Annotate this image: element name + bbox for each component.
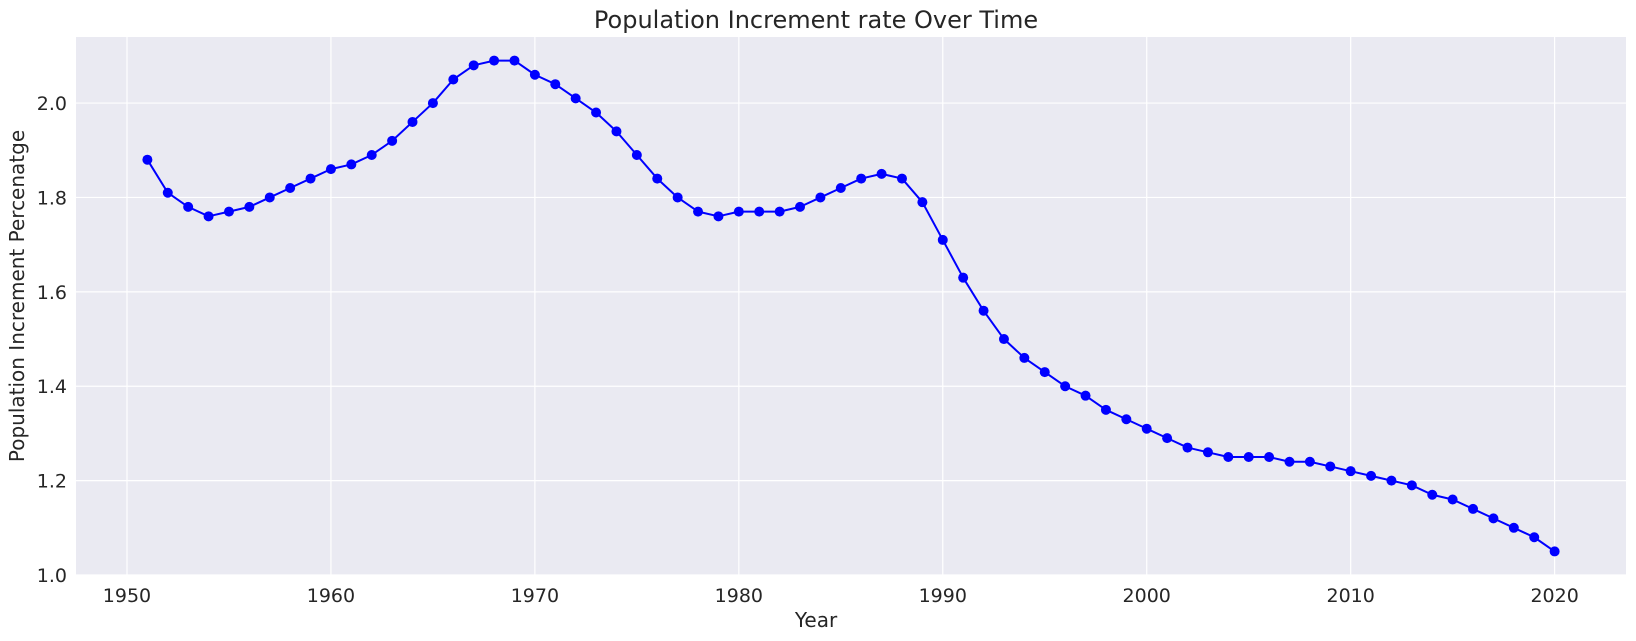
data-point [1141,423,1152,434]
data-point [1529,532,1540,543]
data-point [1345,466,1356,477]
y-tick-label: 1.2 [37,471,67,493]
series-line [146,59,1556,553]
data-point [162,187,173,198]
data-point [550,79,561,90]
data-point [427,98,438,109]
data-point [876,168,887,179]
data-point [978,305,989,316]
data-point [754,206,765,217]
data-point [346,159,357,170]
data-point [529,69,540,80]
x-tick-label: 2010 [1326,585,1374,607]
x-tick-label: 2000 [1123,585,1171,607]
x-tick-label: 1990 [919,585,967,607]
data-point [958,272,969,283]
data-point [305,173,316,184]
y-tick-label: 1.6 [37,282,67,304]
data-point [570,93,581,104]
data-point [1202,447,1213,458]
data-point [1121,414,1132,425]
data-point [774,206,785,217]
y-tick-label: 1.0 [37,565,67,587]
data-point [1243,452,1254,463]
data-point [652,173,663,184]
data-point [998,334,1009,345]
data-point [183,201,194,212]
data-point [1468,503,1479,514]
data-point [1549,546,1560,557]
x-tick-label: 2020 [1530,585,1578,607]
data-point [366,149,377,160]
data-point [1304,456,1315,467]
data-point [1264,452,1275,463]
x-tick-label: 1960 [307,585,355,607]
data-point [325,164,336,175]
data-point [223,206,234,217]
data-point [244,201,255,212]
data-point [1406,480,1417,491]
x-tick-label: 1970 [511,585,559,607]
data-point [815,192,826,203]
data-point [1508,522,1519,533]
x-tick-label: 1980 [715,585,763,607]
data-point [468,60,479,71]
data-point [672,192,683,203]
data-point [1039,367,1050,378]
data-point [937,234,948,245]
grid-lines [76,37,1626,576]
data-point [1488,513,1499,524]
data-point [264,192,275,203]
data-point [203,211,214,222]
data-point [1100,404,1111,415]
data-point [856,173,867,184]
data-point [1386,475,1397,486]
data-point [509,55,520,66]
data-point [1223,452,1234,463]
data-point [713,211,724,222]
data-point [448,74,459,85]
data-point [1060,381,1071,392]
data-point [795,201,806,212]
data-point [489,55,500,66]
y-tick-label: 1.8 [37,187,67,209]
y-tick-label: 2.0 [37,93,67,115]
data-point [1427,489,1438,500]
data-point [896,173,907,184]
y-axis-ticks: 1.0 1.2 1.4 1.6 1.8 2.0 [37,93,67,587]
x-axis-label: Year [794,608,838,632]
data-point [835,183,846,194]
data-point [1447,494,1458,505]
data-point [387,135,398,146]
x-tick-label: 1950 [103,585,151,607]
data-point [693,206,704,217]
data-point [1284,456,1295,467]
data-point [1162,433,1173,444]
data-point [1325,461,1336,472]
data-point [631,149,642,160]
data-point [1019,352,1030,363]
data-point [917,197,928,208]
data-point [1366,470,1377,481]
data-point [611,126,622,137]
data-point [142,154,153,165]
data-point [285,183,296,194]
data-point [733,206,744,217]
data-point [1080,390,1091,401]
plot-area [76,37,1626,575]
x-axis-ticks: 1950 1960 1970 1980 1990 2000 2010 2020 [103,585,1579,607]
y-tick-label: 1.4 [37,376,67,398]
data-point [407,116,418,127]
data-point [1182,442,1193,453]
y-axis-label: Population Increment Percenatge [5,130,29,462]
series-group [142,55,1560,557]
data-point [591,107,602,118]
chart-title: Population Increment rate Over Time [594,6,1038,34]
